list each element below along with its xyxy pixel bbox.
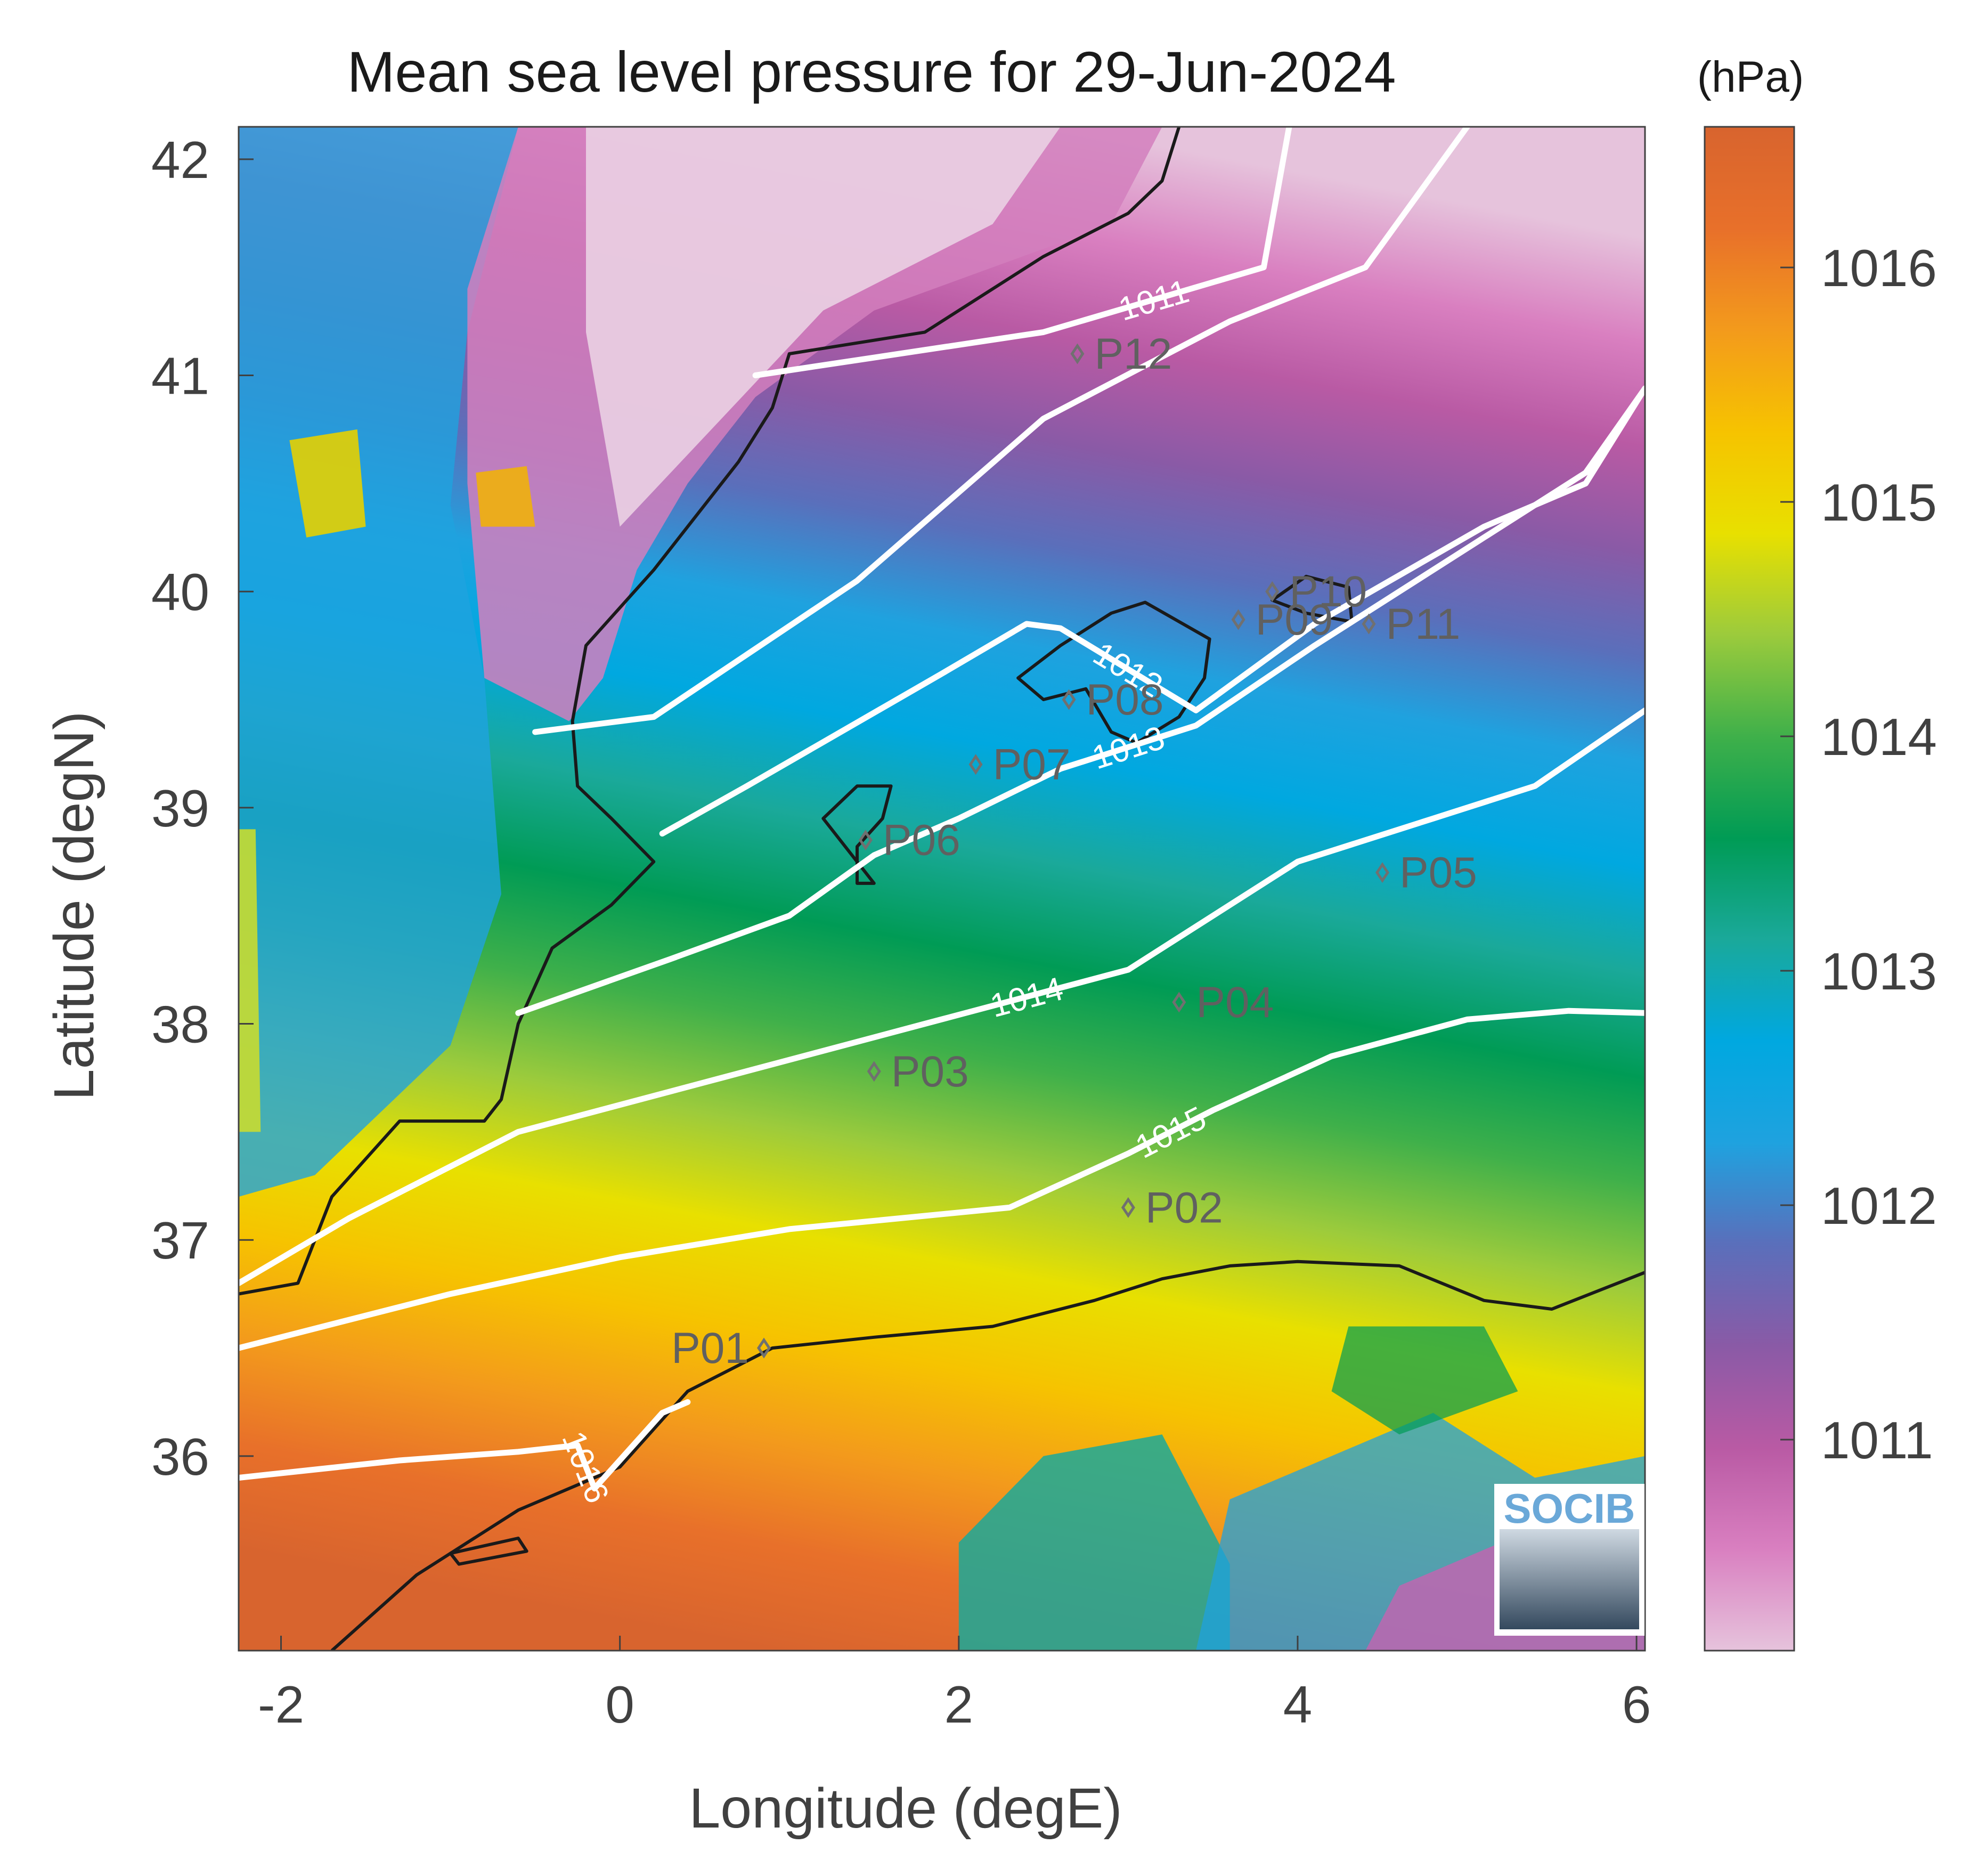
station-marker-P05	[1375, 862, 1389, 883]
station-label-P09: P09	[1256, 596, 1333, 644]
station-label-P07: P07	[993, 741, 1071, 789]
x-axis-label: Longitude (degE)	[689, 1777, 1122, 1840]
isobar-1011-0	[752, 127, 1292, 378]
colorbar-tick-label: 1014	[1821, 708, 1937, 766]
isobar-1016-6	[239, 1399, 691, 1492]
isobar-1013-3	[515, 385, 1645, 1016]
y-axis-ticks: 36 37 38 39 40 41 42	[151, 131, 254, 1486]
colorbar-unit: (hPa)	[1697, 53, 1804, 101]
coastline-islet	[449, 1537, 528, 1566]
station-label-P01: P01	[671, 1324, 749, 1373]
station-label-P06: P06	[883, 816, 960, 865]
station-marker-P12	[1070, 343, 1085, 364]
colorbar-scale	[1704, 126, 1795, 1652]
isobar-1015-5	[239, 1008, 1645, 1351]
logo-text: SOCIB	[1503, 1485, 1635, 1532]
station-label-P03: P03	[891, 1047, 969, 1096]
x-tick-label: 2	[944, 1675, 974, 1734]
land-high-3	[239, 829, 261, 1132]
land-high-2	[476, 466, 535, 527]
colorbar: 1011 1012 1013 1014 1015 1016 (hPa)	[1697, 53, 1937, 1652]
land-field-west	[239, 127, 518, 1197]
station-marker-P08	[1062, 689, 1076, 710]
x-tick-label: 4	[1283, 1675, 1313, 1734]
x-tick-label: 6	[1622, 1675, 1651, 1734]
coastline-ibiza	[821, 784, 893, 885]
station-marker-P06	[858, 830, 873, 851]
station-label-P04: P04	[1196, 978, 1274, 1027]
coastline-mallorca	[1016, 600, 1211, 745]
land-high-1	[289, 429, 366, 538]
land-field-atlas-4	[1331, 1326, 1518, 1435]
y-tick-label: 39	[151, 779, 209, 838]
land-field-atlas-1	[958, 1434, 1230, 1651]
station-marker-P03	[867, 1061, 881, 1082]
x-tick-label: -2	[258, 1675, 304, 1734]
y-tick-label: 38	[151, 995, 209, 1054]
station-label-P02: P02	[1145, 1183, 1223, 1232]
y-tick-label: 37	[151, 1211, 209, 1270]
colorbar-tick-label: 1015	[1821, 473, 1937, 532]
station-marker-P04	[1172, 992, 1186, 1013]
station-label-P08: P08	[1086, 676, 1164, 724]
y-axis-label: Latitude (degN)	[43, 711, 105, 1101]
station-marker-P11	[1362, 613, 1376, 635]
y-tick-label: 41	[151, 347, 209, 405]
x-axis-ticks: -2 0 2 4 6	[258, 1636, 1651, 1734]
colorbar-ticks: 1011 1012 1013 1014 1015 1016	[1780, 239, 1937, 1469]
colorbar-tick-label: 1012	[1821, 1176, 1937, 1235]
colorbar-tick-label: 1016	[1821, 239, 1937, 297]
x-tick-label: 0	[605, 1675, 634, 1734]
y-tick-label: 42	[151, 131, 209, 189]
isobar-1014-4	[239, 707, 1645, 1286]
station-label-P11: P11	[1386, 600, 1461, 648]
chart-title: Mean sea level pressure for 29-Jun-2024	[347, 39, 1396, 104]
y-tick-label: 36	[151, 1427, 209, 1486]
logo: SOCIB	[1494, 1484, 1644, 1636]
station-marker-P07	[968, 754, 983, 775]
station-label-P10: P10	[1289, 567, 1367, 616]
plot-frame	[238, 126, 1646, 1652]
station-marker-P09	[1231, 609, 1245, 630]
coastline-africa	[330, 1260, 1645, 1651]
land-field-ebro	[586, 127, 1061, 527]
colorbar-tick-label: 1013	[1821, 942, 1937, 1001]
station-marker-P02	[1121, 1197, 1135, 1218]
coastline-iberia	[239, 127, 1181, 1296]
isobar-1011-1	[532, 127, 1470, 735]
station-marker-P10	[1265, 581, 1280, 602]
y-tick-label: 40	[151, 563, 209, 621]
station-label-P12: P12	[1094, 330, 1172, 378]
station-marker-P01	[757, 1337, 771, 1359]
colorbar-tick-label: 1011	[1821, 1411, 1933, 1469]
station-label-P05: P05	[1399, 849, 1477, 897]
